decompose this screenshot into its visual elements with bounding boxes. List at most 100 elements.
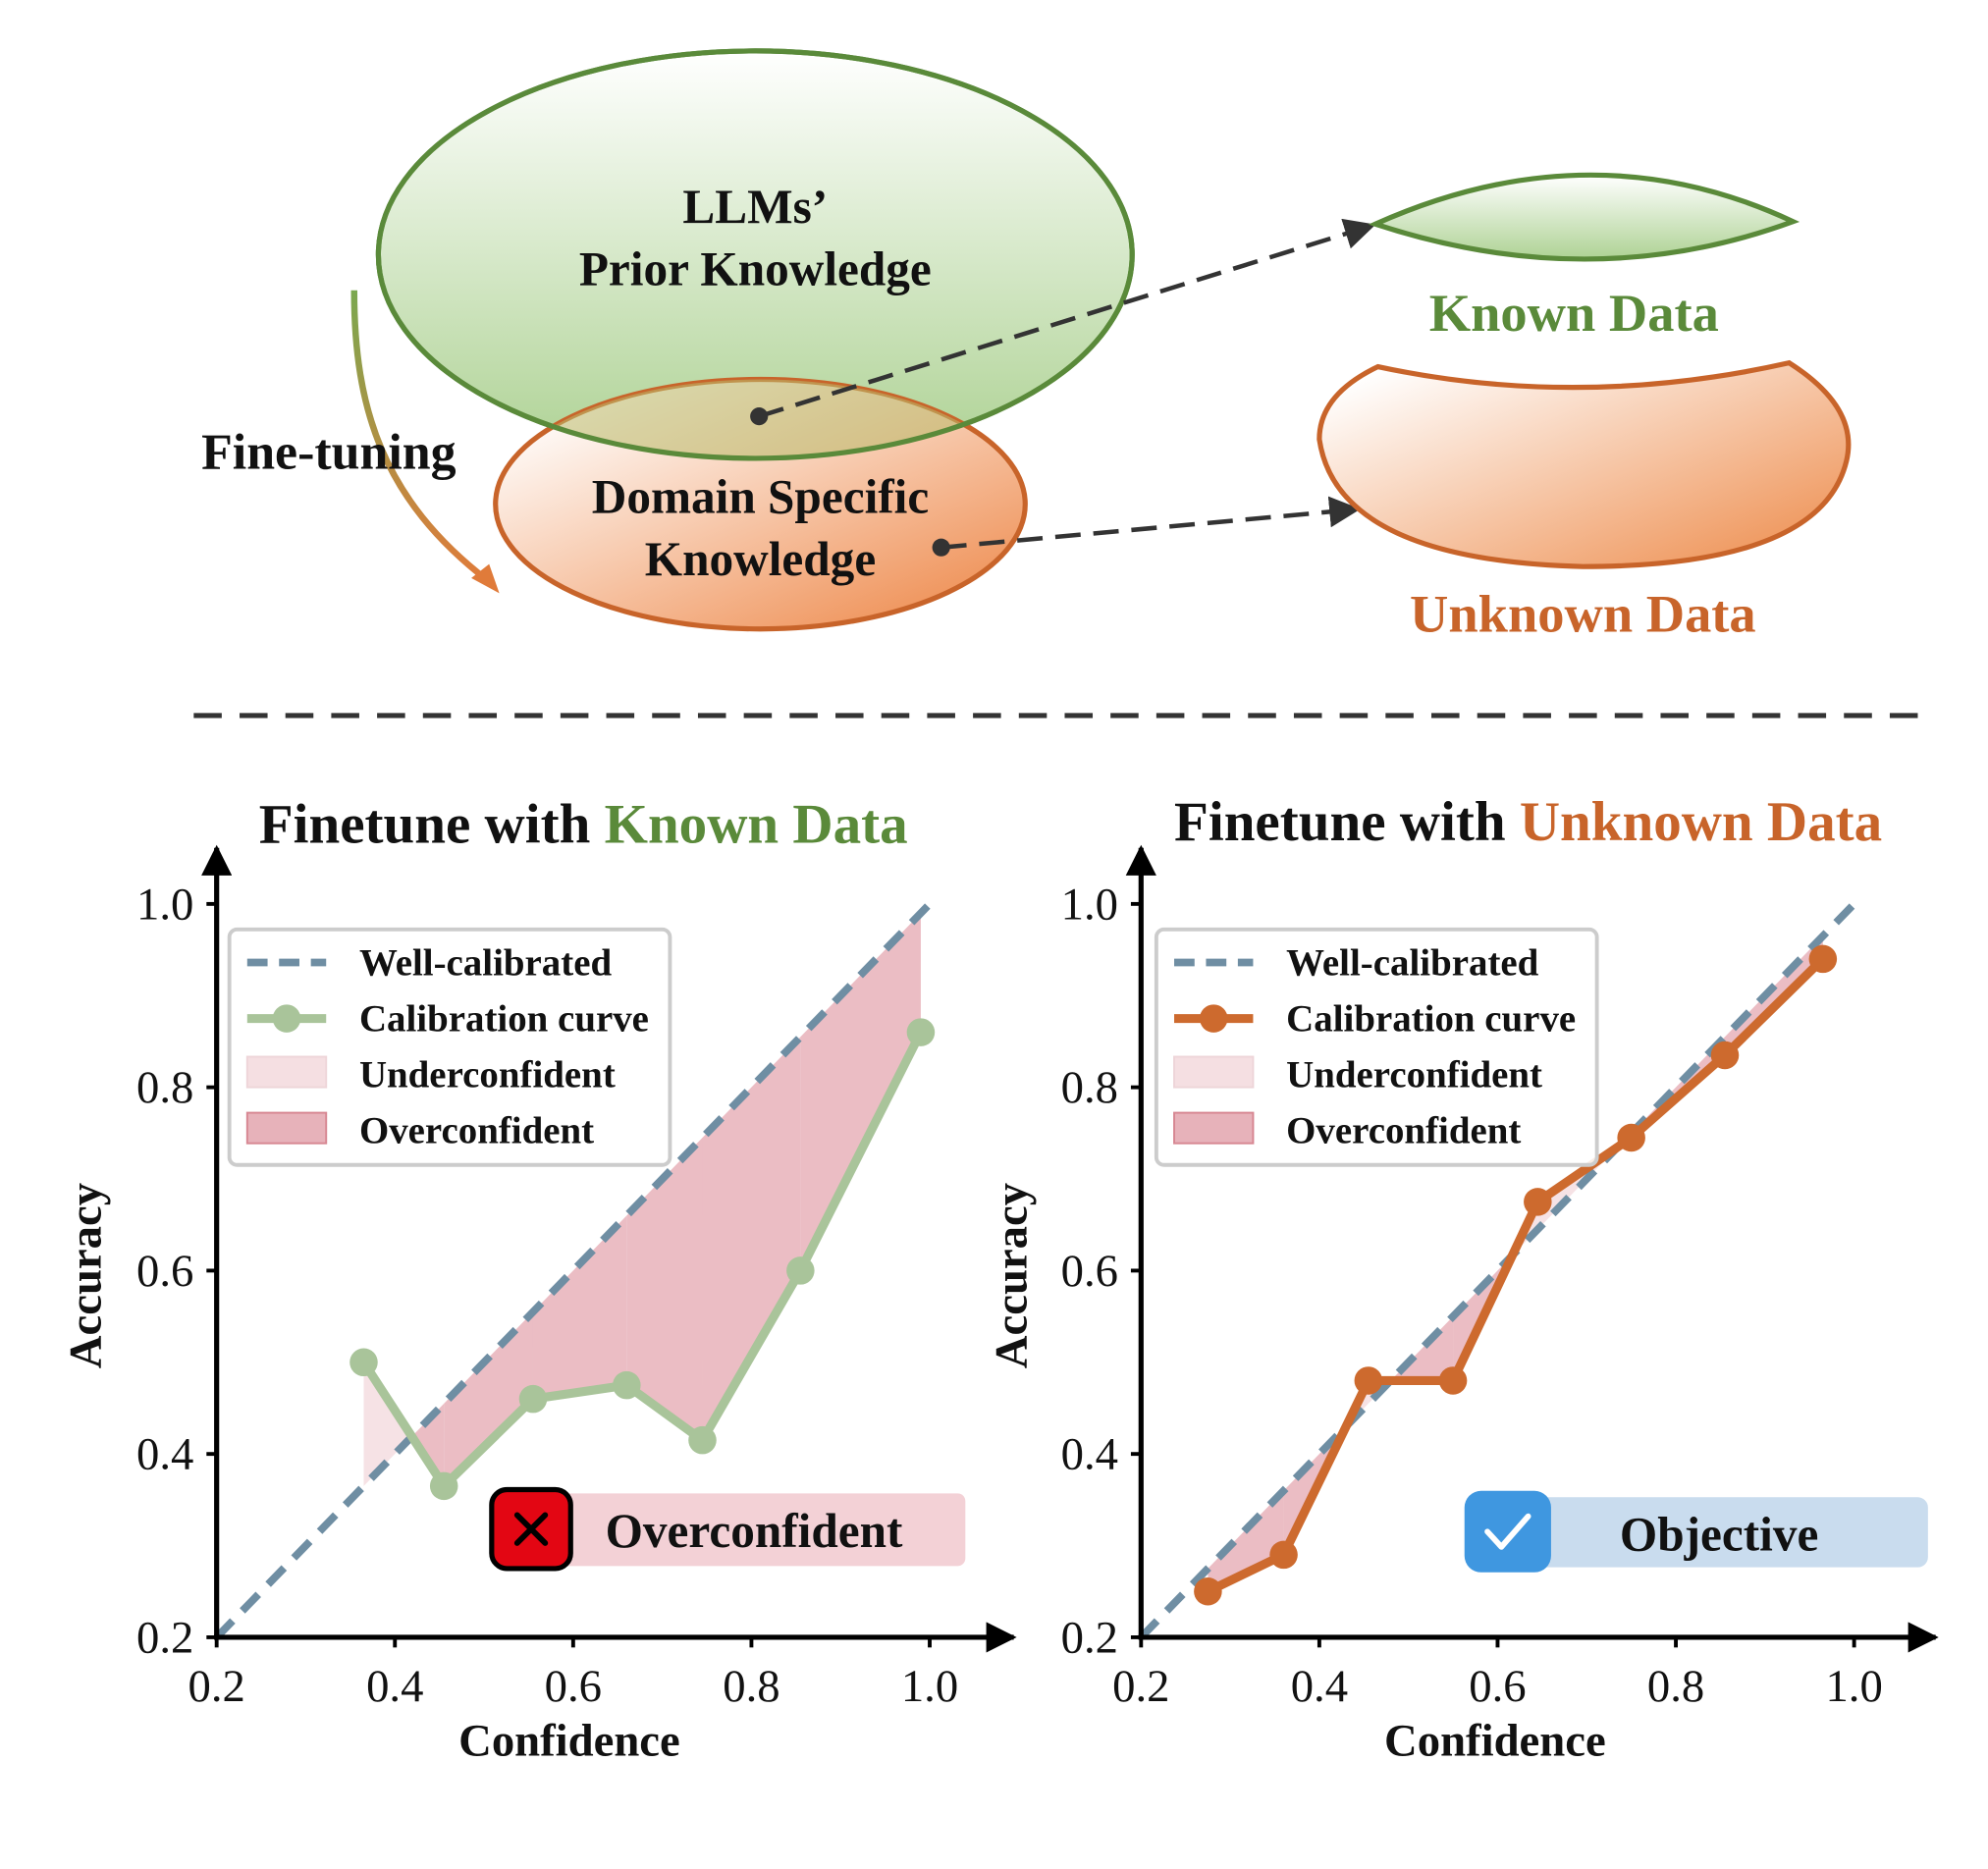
y-tick-label: 1.0 (1061, 879, 1118, 930)
calibration-point (688, 1425, 717, 1455)
calibration-point (1269, 1540, 1298, 1570)
unknown-link-arrow (940, 496, 1361, 550)
overconfident-region (702, 1037, 801, 1441)
x-tick-label: 1.0 (901, 1661, 958, 1712)
calibration-point (1194, 1576, 1222, 1606)
check-icon (1464, 1490, 1551, 1573)
legend-box (227, 927, 672, 1167)
title-prefix: Finetune with (259, 794, 605, 856)
x-tick-label: 0.6 (1469, 1661, 1526, 1712)
finetuning-label: Fine-tuning (201, 424, 456, 480)
badge-background (497, 1493, 966, 1567)
calibration-point (518, 1384, 548, 1414)
x-tick-label: 0.4 (366, 1661, 423, 1712)
legend-curve-marker (1199, 1004, 1228, 1033)
legend: Well-calibrated Calibration curve Underc… (1154, 927, 1599, 1167)
objective-badge: Objective (1464, 1490, 1928, 1573)
underconfident-region (363, 1362, 412, 1486)
x-tick-label: 0.2 (188, 1661, 245, 1712)
calibration-curve (1206, 955, 1827, 1596)
y-tick-label: 0.8 (136, 1062, 193, 1113)
legend-under-label: Underconfident (359, 1054, 616, 1096)
overconfident-region (1208, 1490, 1284, 1592)
calibration-point (1524, 1188, 1552, 1216)
x-tick-label: 0.6 (545, 1661, 602, 1712)
legend-curve-label: Calibration curve (359, 998, 649, 1041)
x-tick-label: 0.2 (1112, 1661, 1169, 1712)
overconfident-region (800, 913, 921, 1271)
legend-over-swatch (245, 1111, 328, 1145)
known-link-arrow (758, 218, 1376, 419)
overconfident-region (444, 1311, 533, 1486)
chart-title: Finetune with Known Data (259, 794, 908, 856)
overconfident-badge: Overconfident (489, 1486, 966, 1572)
known-data-shape (1368, 172, 1800, 262)
legend-over-swatch (1173, 1111, 1255, 1145)
prior-label-line2: Prior Knowledge (579, 242, 932, 296)
y-axis-label: Accuracy (61, 1183, 112, 1368)
y-tick-label: 0.6 (1061, 1246, 1118, 1297)
x-tick-label: 1.0 (1825, 1661, 1882, 1712)
y-tick-label: 0.8 (1061, 1062, 1118, 1113)
plot-area (1138, 901, 1857, 1640)
y-tick-label: 0.2 (136, 1613, 193, 1664)
axis-ticks: 0.2 0.4 0.6 0.8 1.0 0.2 0.4 0.6 0.8 1.0 (136, 879, 958, 1711)
y-tick-label: 0.2 (1061, 1613, 1118, 1664)
x-tick-label: 0.8 (723, 1661, 779, 1712)
calibration-point (1438, 1366, 1468, 1395)
calibration-point (1354, 1366, 1383, 1395)
chart-unknown-data: Finetune with Unknown Data 0.2 0.4 0.6 0.8 1… (987, 791, 1939, 1767)
knowledge-diagram: LLMs’ Prior Knowledge Domain Specific Kn… (201, 48, 1852, 643)
badge-label: Objective (1620, 1508, 1818, 1562)
y-tick-label: 0.4 (136, 1429, 193, 1480)
y-axis-label: Accuracy (987, 1183, 1038, 1368)
overconfident-region (532, 1215, 627, 1400)
legend-under-swatch (1173, 1055, 1255, 1089)
unknown-data-shape (1316, 359, 1852, 569)
legend: Well-calibrated Calibration curve Underc… (227, 927, 672, 1167)
chart-known-data: Finetune with Known Data 0.2 0.4 0.6 0.8 1.0… (61, 794, 1017, 1767)
calibration-point (1710, 1041, 1740, 1070)
calibration-point (349, 1348, 378, 1377)
calibration-point (613, 1370, 641, 1400)
calibration-point (429, 1471, 458, 1501)
check-icon-glyph (1484, 1513, 1531, 1550)
plot-area (213, 901, 936, 1640)
x-tick-label: 0.4 (1291, 1661, 1348, 1712)
well-calibrated-line (1138, 901, 1857, 1640)
calibration-point (906, 1018, 936, 1046)
domain-label-line2: Knowledge (645, 532, 876, 586)
y-tick-label: 1.0 (136, 879, 193, 930)
domain-label-line1: Domain Specific (592, 470, 929, 524)
known-data-label: Known Data (1429, 283, 1719, 343)
legend-over-label: Overconfident (359, 1110, 594, 1152)
prior-outline (375, 48, 1135, 461)
finetuning-arrow (350, 290, 490, 584)
prior-label-line1: LLMs’ (682, 180, 828, 234)
legend-under-swatch (245, 1055, 328, 1089)
legend-well-label: Well-calibrated (359, 942, 613, 985)
unknown-link-dot (932, 538, 950, 557)
y-tick-label: 0.6 (136, 1246, 193, 1297)
overconfident-region (411, 1403, 445, 1486)
well-calibrated-line (213, 901, 933, 1640)
title-highlight: Unknown Data (1520, 791, 1882, 853)
badge-background (1467, 1497, 1928, 1568)
y-tick-label: 0.4 (1061, 1429, 1118, 1480)
unknown-data-label: Unknown Data (1410, 583, 1756, 643)
x-axis-label: Confidence (1384, 1716, 1606, 1767)
legend-curve-marker (272, 1004, 301, 1033)
calibration-point (786, 1256, 815, 1285)
finetuning-arrowhead (471, 563, 500, 594)
legend-under-label: Underconfident (1286, 1054, 1542, 1096)
legend-curve-label: Calibration curve (1286, 998, 1576, 1041)
legend-box (1154, 927, 1599, 1167)
overconfident-region (1390, 1316, 1454, 1381)
cross-icon-glyph (513, 1512, 549, 1546)
badge-label: Overconfident (606, 1504, 903, 1558)
calibration-point (1808, 944, 1838, 974)
title-highlight: Known Data (605, 794, 908, 856)
x-tick-label: 0.8 (1647, 1661, 1704, 1712)
legend-well-label: Well-calibrated (1286, 942, 1539, 985)
calibration-point (1617, 1123, 1645, 1152)
